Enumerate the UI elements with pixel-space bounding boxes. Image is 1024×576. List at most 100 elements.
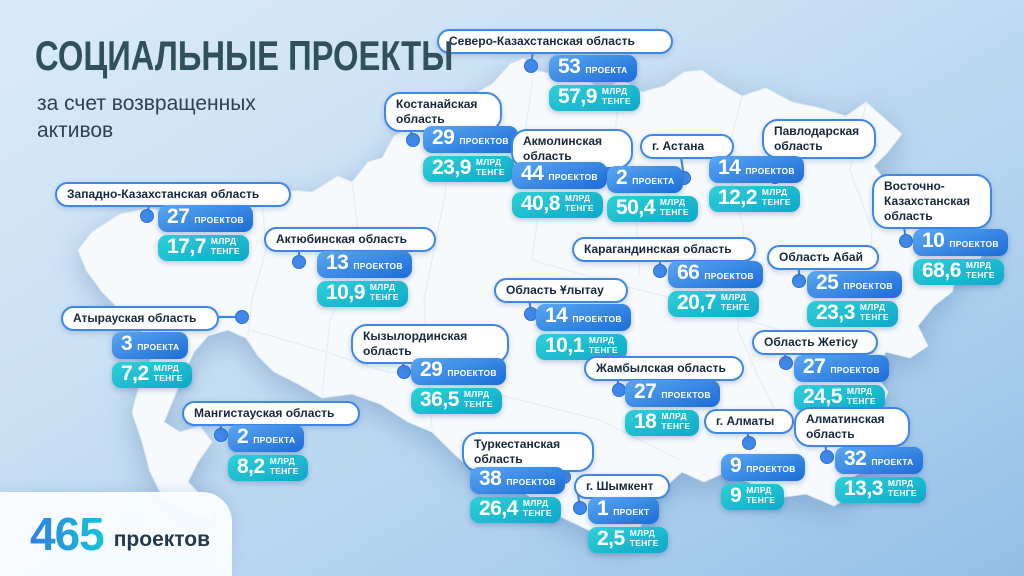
projects-word: ПРОЕКТОВ (949, 238, 999, 249)
projects-badge: 27 ПРОЕКТОВ (794, 355, 889, 382)
region-name-pill: Мангистауская область (182, 401, 360, 426)
amount-unit-currency: ТЕНГЕ (846, 396, 876, 406)
region-name-pill: Актюбинская область (264, 227, 436, 252)
projects-badge: 27 ПРОЕКТОВ (625, 380, 720, 407)
amount-unit: МЛРД ТЕНГЕ (888, 479, 917, 498)
region-stats: 14 ПРОЕКТОВ 10,1 МЛРД ТЕНГЕ (536, 304, 631, 361)
region-stats: 14 ПРОЕКТОВ 12,2 МЛРД ТЕНГЕ (709, 156, 804, 213)
region-stats: 13 ПРОЕКТОВ 10,9 МЛРД ТЕНГЕ (317, 251, 412, 308)
amount-value: 23,9 (432, 155, 471, 179)
projects-count: 27 (634, 380, 657, 403)
amount-unit-billion: МЛРД (629, 528, 656, 539)
region-name-pill: г. Астана (640, 134, 734, 159)
region-name-pill: Павлодарская область (762, 119, 876, 159)
amount-value: 36,5 (420, 387, 459, 411)
region-stats: 9 ПРОЕКТОВ 9 МЛРД ТЕНГЕ (721, 454, 805, 511)
region-stats: 32 ПРОЕКТА 13,3 МЛРД ТЕНГЕ (835, 447, 926, 504)
amount-badge: 2,5 МЛРД ТЕНГЕ (588, 526, 668, 554)
amount-unit-billion: МЛРД (661, 411, 687, 422)
amount-value: 8,2 (237, 454, 265, 478)
projects-badge: 9 ПРОЕКТОВ (721, 454, 805, 481)
amount-unit-billion: МЛРД (659, 197, 686, 208)
amount-value: 23,3 (816, 300, 855, 324)
amount-unit-billion: МЛРД (475, 157, 502, 168)
amount-unit: МЛРД ТЕНГЕ (154, 364, 183, 383)
amount-value: 10,1 (545, 333, 584, 357)
region-name-pill: Область Ұлытау (494, 278, 628, 303)
amount-unit: МЛРД ТЕНГЕ (589, 336, 618, 355)
amount-unit-currency: ТЕНГЕ (859, 312, 889, 322)
amount-unit: МЛРД ТЕНГЕ (211, 237, 240, 256)
projects-badge: 29 ПРОЕКТОВ (423, 126, 518, 153)
amount-unit: МЛРД ТЕНГЕ (860, 303, 889, 322)
projects-word: ПРОЕКТА (871, 456, 914, 467)
amount-value: 17,7 (167, 234, 206, 258)
projects-word: ПРОЕКТОВ (548, 171, 598, 182)
region-name-pill: Восточно-Казахстанская область (872, 174, 992, 229)
region-name-pill: Алматинская область (794, 407, 910, 447)
projects-count: 14 (545, 304, 568, 327)
projects-badge: 1 ПРОЕКТ (588, 497, 659, 524)
amount-unit: МЛРД ТЕНГЕ (270, 457, 299, 476)
amount-unit-currency: ТЕНГЕ (463, 399, 493, 409)
amount-value: 18 (634, 409, 657, 433)
projects-badge: 32 ПРОЕКТА (835, 447, 923, 474)
region-stats: 2 ПРОЕКТА 8,2 МЛРД ТЕНГЕ (228, 425, 308, 482)
projects-count: 3 (121, 332, 133, 355)
region-stats: 1 ПРОЕКТ 2,5 МЛРД ТЕНГЕ (588, 497, 668, 554)
amount-unit: МЛРД ТЕНГЕ (661, 412, 690, 431)
projects-count: 25 (816, 271, 839, 294)
amount-badge: 57,9 МЛРД ТЕНГЕ (549, 84, 640, 112)
amount-unit-billion: МЛРД (965, 260, 992, 271)
amount-unit-billion: МЛРД (720, 292, 747, 303)
amount-value: 9 (730, 483, 742, 507)
projects-count: 27 (803, 355, 826, 378)
region-name-pill: Карагандинская область (572, 237, 756, 262)
projects-count: 32 (844, 447, 867, 470)
amount-unit-currency: ТЕНГЕ (746, 495, 776, 505)
amount-unit-billion: МЛРД (564, 193, 591, 204)
amount-unit-currency: ТЕНГЕ (522, 508, 552, 518)
projects-count: 38 (479, 467, 502, 490)
projects-badge: 10 ПРОЕКТОВ (913, 229, 1008, 256)
amount-unit: МЛРД ТЕНГЕ (565, 194, 594, 213)
amount-unit-billion: МЛРД (761, 187, 788, 198)
amount-unit: МЛРД ТЕНГЕ (476, 158, 505, 177)
amount-badge: 20,7 МЛРД ТЕНГЕ (668, 290, 759, 318)
projects-badge: 44 ПРОЕКТОВ (512, 162, 607, 189)
projects-word: ПРОЕКТОВ (194, 214, 244, 225)
projects-count: 29 (432, 126, 455, 149)
region-stats: 10 ПРОЕКТОВ 68,6 МЛРД ТЕНГЕ (913, 229, 1008, 286)
amount-unit-billion: МЛРД (522, 498, 549, 509)
amount-unit: МЛРД ТЕНГЕ (370, 283, 399, 302)
amount-unit: МЛРД ТЕНГЕ (660, 198, 689, 217)
projects-badge: 53 ПРОЕКТА (549, 55, 637, 82)
projects-badge: 29 ПРОЕКТОВ (411, 358, 506, 385)
amount-unit-currency: ТЕНГЕ (269, 466, 299, 476)
projects-word: ПРОЕКТОВ (704, 270, 754, 281)
region-name-pill: Жамбылская область (584, 356, 744, 381)
amount-unit-billion: МЛРД (601, 86, 628, 97)
amount-unit-billion: МЛРД (859, 302, 886, 313)
region-stats: 38 ПРОЕКТОВ 26,4 МЛРД ТЕНГЕ (470, 467, 565, 524)
amount-badge: 36,5 МЛРД ТЕНГЕ (411, 387, 502, 415)
projects-count: 1 (597, 497, 609, 520)
region-stats: 27 ПРОЕКТОВ 17,7 МЛРД ТЕНГЕ (158, 205, 253, 262)
projects-badge: 2 ПРОЕКТА (607, 166, 684, 193)
projects-word: ПРОЕКТОВ (745, 165, 795, 176)
amount-unit: МЛРД ТЕНГЕ (847, 387, 876, 406)
projects-word: ПРОЕКТОВ (843, 280, 893, 291)
amount-unit-billion: МЛРД (746, 485, 772, 496)
projects-badge: 13 ПРОЕКТОВ (317, 251, 412, 278)
page-subtitle: за счет возвращенных активов (37, 92, 256, 143)
projects-badge: 27 ПРОЕКТОВ (158, 205, 253, 232)
amount-badge: 26,4 МЛРД ТЕНГЕ (470, 496, 561, 524)
amount-badge: 12,2 МЛРД ТЕНГЕ (709, 185, 800, 213)
projects-count: 2 (237, 425, 249, 448)
projects-word: ПРОЕКТОВ (353, 260, 403, 271)
amount-unit: МЛРД ТЕНГЕ (464, 390, 493, 409)
region-stats: 25 ПРОЕКТОВ 23,3 МЛРД ТЕНГЕ (807, 271, 902, 328)
amount-unit-currency: ТЕНГЕ (629, 538, 659, 548)
amount-badge: 40,8 МЛРД ТЕНГЕ (512, 191, 603, 219)
